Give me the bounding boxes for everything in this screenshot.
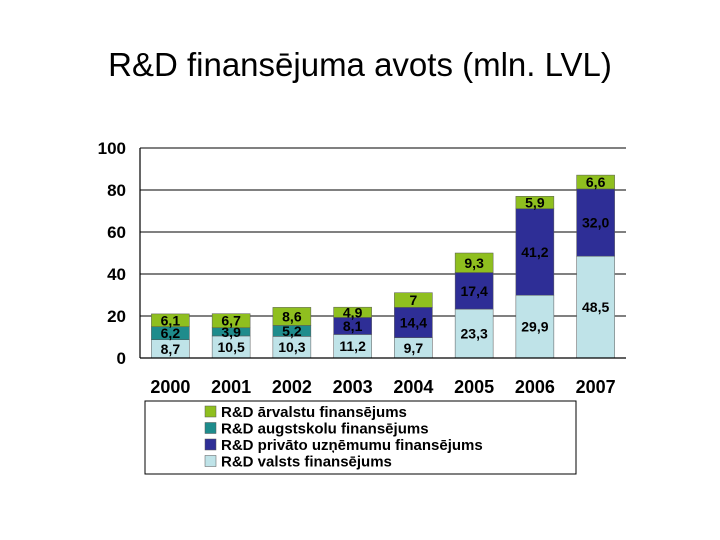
legend-label-2: R&D privāto uzņēmumu finansējums xyxy=(221,437,483,454)
x-tick-label-2001: 2001 xyxy=(211,377,251,397)
bar-2006-series-3 xyxy=(515,196,555,209)
x-tick-label-2000: 2000 xyxy=(150,377,190,397)
legend-label-1: R&D augstskolu finansējums xyxy=(221,421,429,438)
bar-2005-series-2 xyxy=(454,272,494,310)
data-label-2006-series-0: 29,9 xyxy=(521,319,548,335)
x-tick-label-2005: 2005 xyxy=(454,377,494,397)
y-tick-label-60: 60 xyxy=(107,223,126,242)
x-tick-label-2004: 2004 xyxy=(393,377,433,397)
data-label-2001-series-1: 3,9 xyxy=(221,324,241,340)
x-tick-label-2003: 2003 xyxy=(333,377,373,397)
bar-2006-series-0 xyxy=(515,294,555,359)
data-labels: 8,76,26,1 10,53,96,7 10,35,28,6 11,2 8,14,9 9… xyxy=(161,174,610,357)
y-tick-label-80: 80 xyxy=(107,181,126,200)
bar-2005-series-3 xyxy=(454,252,494,273)
bar-2003-series-3 xyxy=(333,306,372,318)
data-label-2000-series-1: 6,2 xyxy=(161,325,181,341)
data-label-2002-series-0: 10,3 xyxy=(278,339,305,355)
data-label-2001-series-0: 10,5 xyxy=(218,339,245,355)
legend-swatch-1 xyxy=(204,422,217,434)
legend-swatch-2 xyxy=(204,438,217,451)
bar-2005-series-0 xyxy=(454,308,494,359)
x-tick-label-2006: 2006 xyxy=(515,377,555,397)
legend-box xyxy=(144,400,577,475)
x-tick-label-2007: 2007 xyxy=(576,377,616,397)
y-tick-label-100: 100 xyxy=(98,139,126,158)
slide-title: R&D finansējuma avots (mln. LVL) xyxy=(108,46,612,83)
data-label-2006-series-2: 41,2 xyxy=(521,244,548,260)
data-label-2001-series-3: 6,7 xyxy=(221,313,241,329)
bar-2004-series-3 xyxy=(394,292,433,308)
data-label-2005-series-0: 23,3 xyxy=(461,326,488,342)
data-label-2005-series-3: 9,3 xyxy=(464,255,484,271)
bar-2007-series-2 xyxy=(576,188,615,257)
data-label-2003-series-0: 11,2 xyxy=(339,338,366,354)
x-tick-label-2002: 2002 xyxy=(272,377,312,397)
data-label-2004-series-0: 9,7 xyxy=(404,340,424,356)
legend-swatch-0 xyxy=(204,455,217,467)
data-label-2003-series-3: 4,9 xyxy=(343,304,363,320)
bars xyxy=(151,174,615,359)
y-tick-label-40: 40 xyxy=(107,265,126,284)
data-label-2007-series-0: 48,5 xyxy=(582,299,609,315)
data-label-2007-series-3: 6,6 xyxy=(586,174,606,190)
data-label-2000-series-0: 8,7 xyxy=(161,341,181,357)
bar-2007-series-3 xyxy=(576,174,615,190)
legend-label-3: R&D ārvalstu finansējums xyxy=(221,404,407,421)
bar-2000-series-3 xyxy=(151,313,190,327)
bar-2002-series-3 xyxy=(272,307,312,326)
legend-swatch-3 xyxy=(204,405,217,418)
data-label-2003-series-2: 8,1 xyxy=(343,318,363,334)
axes: 0 20 40 60 80 100 2000 2001 2002 2003 2004 2005 2006… xyxy=(98,139,626,397)
data-label-2002-series-1: 5,2 xyxy=(282,323,302,339)
data-label-2004-series-3: 7 xyxy=(409,292,417,308)
y-tick-label-20: 20 xyxy=(107,307,126,326)
data-label-2007-series-2: 32,0 xyxy=(582,215,609,231)
data-label-2005-series-2: 17,4 xyxy=(461,283,488,299)
data-label-2000-series-3: 6,1 xyxy=(161,312,181,328)
y-tick-label-0: 0 xyxy=(117,349,126,368)
bar-2007-series-0 xyxy=(576,255,615,359)
legend-label-0: R&D valsts finansējums xyxy=(221,454,392,471)
data-label-2006-series-3: 5,9 xyxy=(525,194,545,210)
data-label-2002-series-3: 8,6 xyxy=(282,308,302,324)
bar-2001-series-3 xyxy=(211,313,251,329)
data-label-2004-series-2: 14,4 xyxy=(400,315,427,331)
